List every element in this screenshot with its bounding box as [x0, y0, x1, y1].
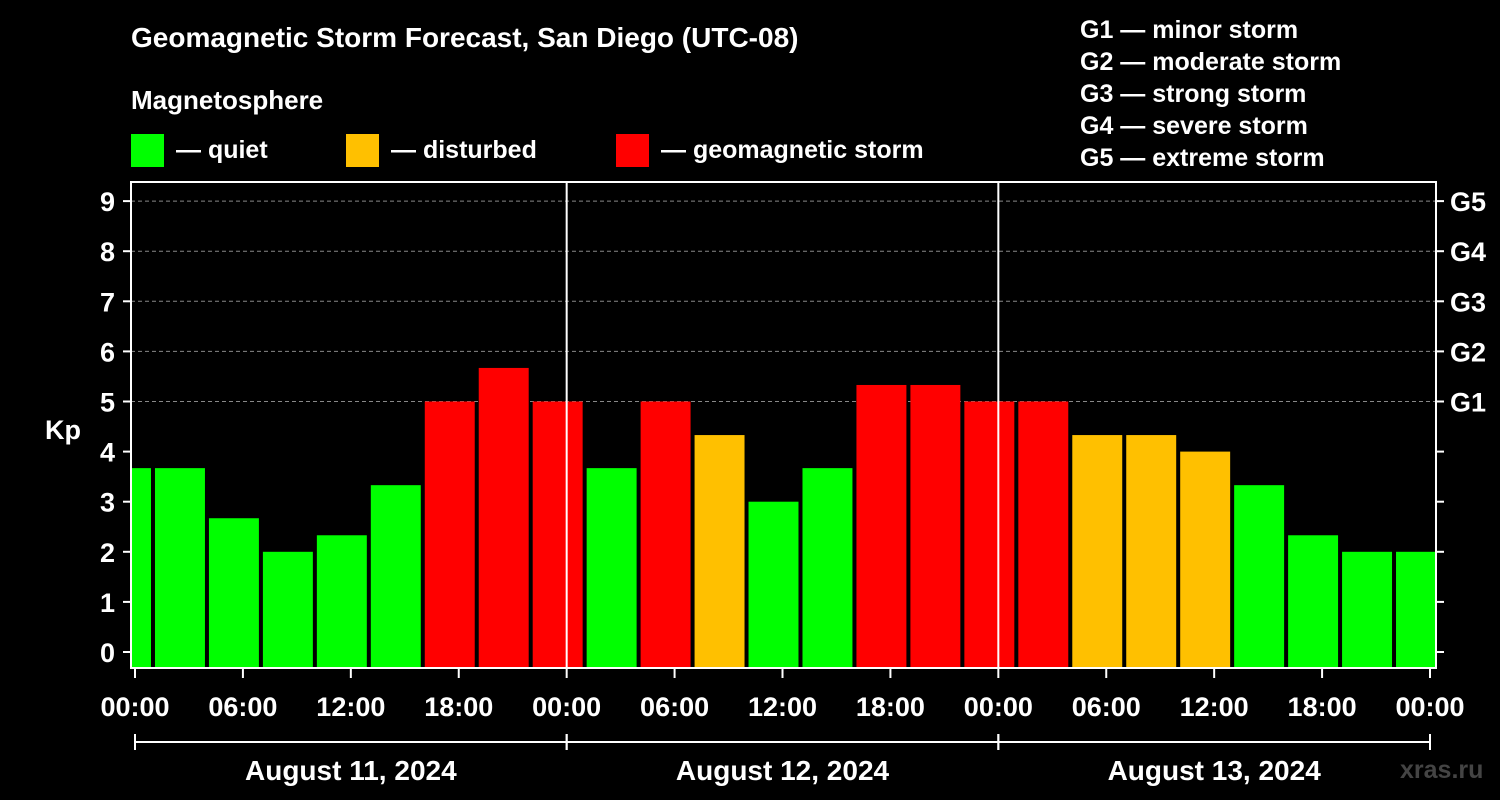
- legend-quiet-swatch: [131, 133, 164, 167]
- y-tick-label: 9: [100, 187, 115, 217]
- legend-heading: Magnetosphere: [131, 85, 324, 115]
- g-axis-label: G4: [1450, 237, 1486, 267]
- x-tick-label: 12:00: [748, 692, 817, 722]
- g-axis-label: G2: [1450, 337, 1486, 367]
- legend-quiet-label: — quiet: [176, 135, 268, 164]
- chart-title: Geomagnetic Storm Forecast, San Diego (U…: [131, 22, 799, 53]
- kp-bar: [748, 501, 799, 668]
- legend-disturbed-swatch: [346, 133, 379, 167]
- y-tick-label: 6: [100, 337, 115, 367]
- kp-bar: [586, 468, 637, 668]
- g-scale-item: G2 — moderate storm: [1080, 48, 1342, 76]
- kp-bar: [1342, 551, 1393, 668]
- x-tick-label: 00:00: [964, 692, 1033, 722]
- legend-storm-label: — geomagnetic storm: [661, 135, 924, 164]
- kp-bar: [964, 401, 1015, 668]
- kp-bar: [1126, 435, 1177, 668]
- x-tick-label: 06:00: [208, 692, 277, 722]
- kp-bar: [1234, 485, 1285, 668]
- g-scale-list: G1 — minor storm G2 — moderate storm G3 …: [1080, 14, 1341, 174]
- kp-bar: [132, 468, 151, 668]
- kp-bar: [532, 401, 583, 668]
- x-tick-label: 00:00: [532, 692, 601, 722]
- legend-disturbed: — disturbed: [346, 133, 537, 167]
- g-axis-label: G5: [1450, 187, 1486, 217]
- kp-bar: [262, 551, 313, 668]
- kp-bar: [154, 468, 205, 668]
- kp-bar: [370, 485, 421, 668]
- y-tick-label: 0: [100, 638, 115, 668]
- g-axis-label: G3: [1450, 287, 1486, 317]
- kp-bar: [910, 384, 961, 668]
- legend-storm: — geomagnetic storm: [616, 133, 924, 167]
- kp-bar: [424, 401, 475, 668]
- g-scale-item: G5 — extreme storm: [1080, 144, 1325, 172]
- y-tick-label: 8: [100, 237, 115, 267]
- kp-bar: [1396, 551, 1435, 668]
- g-axis-label: G1: [1450, 388, 1486, 418]
- kp-bar: [1288, 535, 1339, 668]
- day-label: August 13, 2024: [1108, 755, 1322, 786]
- x-tick-label: 12:00: [1180, 692, 1249, 722]
- kp-bar: [478, 367, 529, 668]
- g-scale-item: G1 — minor storm: [1080, 16, 1299, 44]
- y-axis-label: Kp: [45, 415, 81, 445]
- kp-bar: [640, 401, 691, 668]
- x-tick-label: 06:00: [1072, 692, 1141, 722]
- y-tick-label: 2: [100, 538, 115, 568]
- kp-bar: [1072, 435, 1123, 668]
- kp-bar: [1018, 401, 1069, 668]
- g-scale-item: G3 — strong storm: [1080, 80, 1307, 108]
- bars-group: [132, 367, 1435, 668]
- legend-quiet: — quiet: [131, 133, 268, 167]
- legend-disturbed-label: — disturbed: [391, 135, 537, 164]
- watermark: xras.ru: [1400, 756, 1484, 784]
- kp-bar: [802, 468, 853, 668]
- y-tick-label: 3: [100, 488, 115, 518]
- y-tick-label: 4: [100, 438, 115, 468]
- kp-bar: [694, 435, 745, 668]
- day-label: August 12, 2024: [676, 755, 890, 786]
- g-scale-item: G4 — severe storm: [1080, 112, 1308, 140]
- kp-bar: [856, 384, 907, 668]
- x-tick-label: 00:00: [1395, 692, 1464, 722]
- kp-bar: [316, 535, 367, 668]
- x-tick-label: 18:00: [856, 692, 925, 722]
- legend-storm-swatch: [616, 133, 649, 167]
- kp-bar: [1180, 451, 1231, 668]
- y-tick-label: 1: [100, 588, 115, 618]
- day-label: August 11, 2024: [245, 755, 457, 786]
- x-tick-label: 12:00: [316, 692, 385, 722]
- x-tick-label: 18:00: [424, 692, 493, 722]
- kp-bar: [208, 518, 259, 668]
- x-tick-label: 18:00: [1288, 692, 1357, 722]
- y-tick-label: 5: [100, 388, 115, 418]
- x-tick-label: 00:00: [100, 692, 169, 722]
- y-tick-label: 7: [100, 287, 115, 317]
- x-tick-label: 06:00: [640, 692, 709, 722]
